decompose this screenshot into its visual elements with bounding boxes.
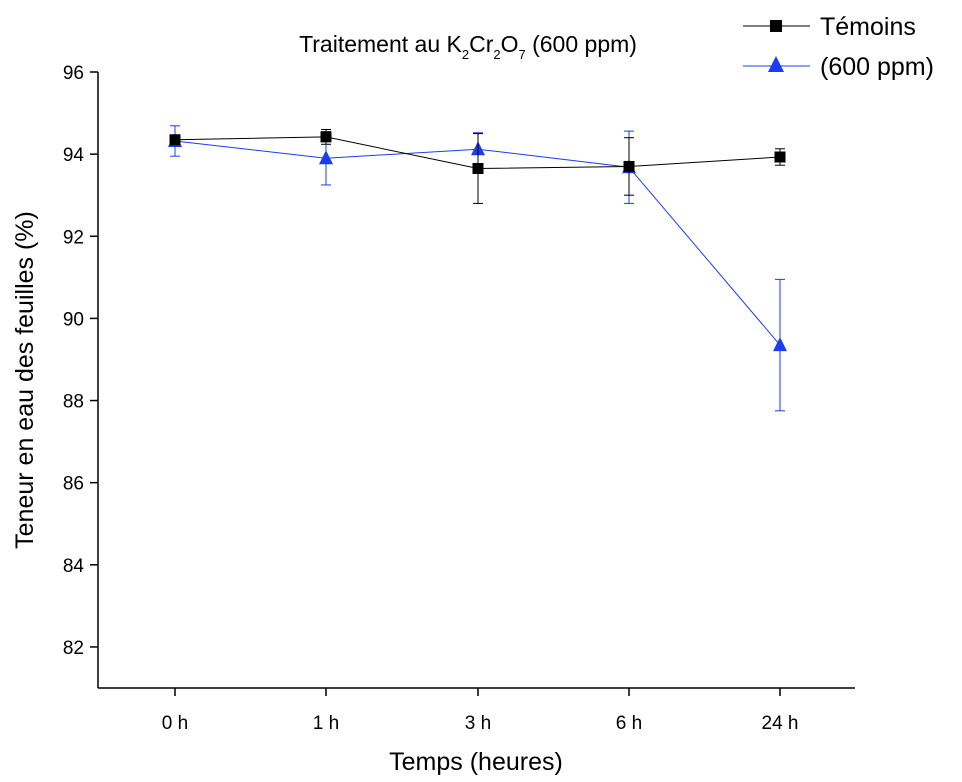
x-tick-label: 0 h bbox=[162, 713, 188, 734]
x-tick-label: 6 h bbox=[616, 713, 642, 734]
x-tick-label: 24 h bbox=[762, 713, 799, 734]
y-tick-label: 96 bbox=[63, 63, 84, 84]
y-tick-label: 90 bbox=[63, 309, 84, 330]
y-tick-label: 88 bbox=[63, 392, 84, 413]
x-axis-label: Temps (heures) bbox=[389, 748, 563, 776]
data-point-square-marker bbox=[320, 131, 332, 143]
x-tick-label: 3 h bbox=[465, 713, 491, 734]
y-tick-label: 82 bbox=[63, 638, 84, 659]
data-point-square-marker bbox=[472, 163, 484, 175]
x-ticks: 0 h 1 h 3 h 6 h 24 h bbox=[162, 688, 799, 734]
legend-label: Témoins bbox=[820, 13, 916, 41]
legend: Témoins (600 ppm) bbox=[743, 13, 934, 81]
data-point-triangle-marker bbox=[319, 150, 333, 165]
legend-triangle-marker-icon bbox=[768, 56, 784, 72]
data-point-square-marker bbox=[774, 151, 786, 163]
y-axis-label: Teneur en eau des feuilles (%) bbox=[11, 211, 39, 549]
x-tick-label: 1 h bbox=[313, 713, 339, 734]
plot-area bbox=[168, 125, 787, 412]
data-point-square-marker bbox=[169, 134, 181, 146]
data-point-triangle-marker bbox=[773, 337, 787, 352]
y-tick-label: 92 bbox=[63, 227, 84, 248]
legend-item-temoins: Témoins bbox=[743, 13, 916, 41]
y-tick-label: 84 bbox=[63, 556, 85, 577]
data-point-square-marker bbox=[623, 160, 635, 172]
axes bbox=[97, 72, 855, 689]
legend-item-600ppm: (600 ppm) bbox=[743, 53, 934, 81]
y-ticks: 82 84 86 88 90 92 94 96 bbox=[63, 63, 98, 659]
legend-label: (600 ppm) bbox=[820, 53, 934, 81]
legend-square-marker-icon bbox=[770, 20, 782, 32]
y-tick-label: 94 bbox=[63, 145, 85, 166]
y-tick-label: 86 bbox=[63, 474, 84, 495]
chart-title: Traitement au K2Cr2O7 (600 ppm) bbox=[299, 31, 637, 62]
series-0 bbox=[169, 128, 786, 204]
